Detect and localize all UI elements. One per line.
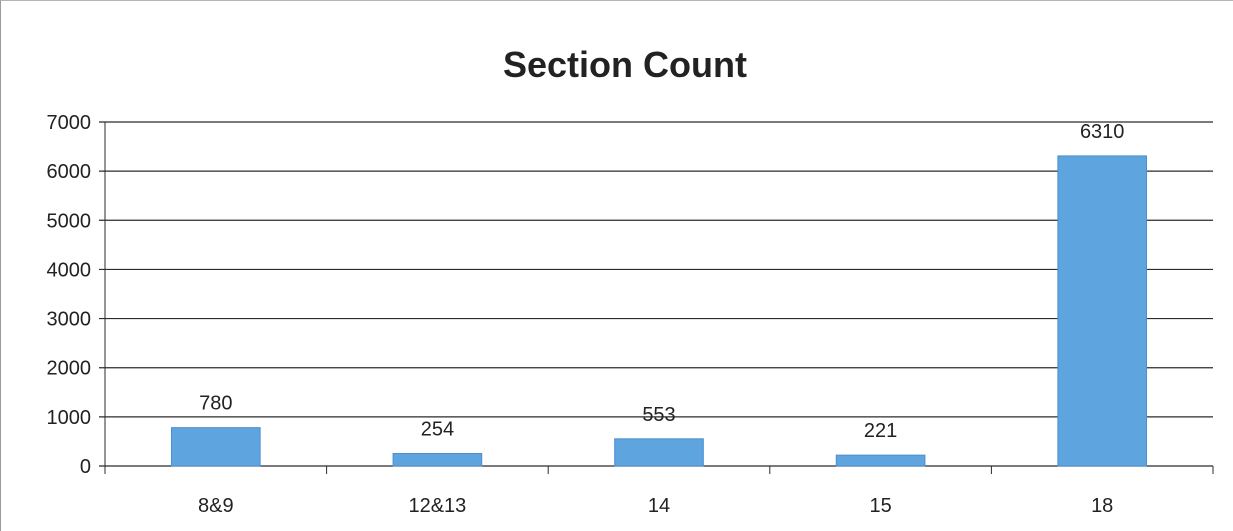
y-tick-label: 1000 xyxy=(47,407,92,429)
x-tick-label-14: 14 xyxy=(648,495,670,517)
y-tick-label: 0 xyxy=(80,456,91,478)
y-tick-label: 5000 xyxy=(47,210,92,232)
x-tick-label-15: 15 xyxy=(869,495,891,517)
labels: 0 1000 2000 3000 4000 5000 6000 7000 780 8&9 254 12… xyxy=(47,112,1125,517)
data-label-14: 553 xyxy=(642,404,675,426)
y-tick-label: 4000 xyxy=(47,259,92,281)
bar-15 xyxy=(835,454,926,467)
bar-8&9 xyxy=(170,427,261,467)
y-tick-label: 7000 xyxy=(47,112,92,134)
y-tick-label: 6000 xyxy=(47,161,92,183)
data-label-15: 221 xyxy=(864,420,897,442)
bars xyxy=(170,155,1148,467)
gridlines xyxy=(99,121,1213,418)
bar-14 xyxy=(614,438,704,467)
chart-title: Section Count xyxy=(503,44,747,85)
data-label-12&13: 254 xyxy=(421,419,454,441)
data-label-8&9: 780 xyxy=(199,393,232,415)
x-tick-label-12&13: 12&13 xyxy=(408,495,466,517)
x-tick-label-8&9: 8&9 xyxy=(198,495,234,517)
bar-18 xyxy=(1057,155,1148,467)
y-tick-label: 3000 xyxy=(47,309,92,331)
y-tick-label: 2000 xyxy=(47,358,92,380)
x-tick-label-18: 18 xyxy=(1091,495,1113,517)
bar-12&13 xyxy=(392,453,483,467)
data-label-18: 6310 xyxy=(1080,121,1125,143)
